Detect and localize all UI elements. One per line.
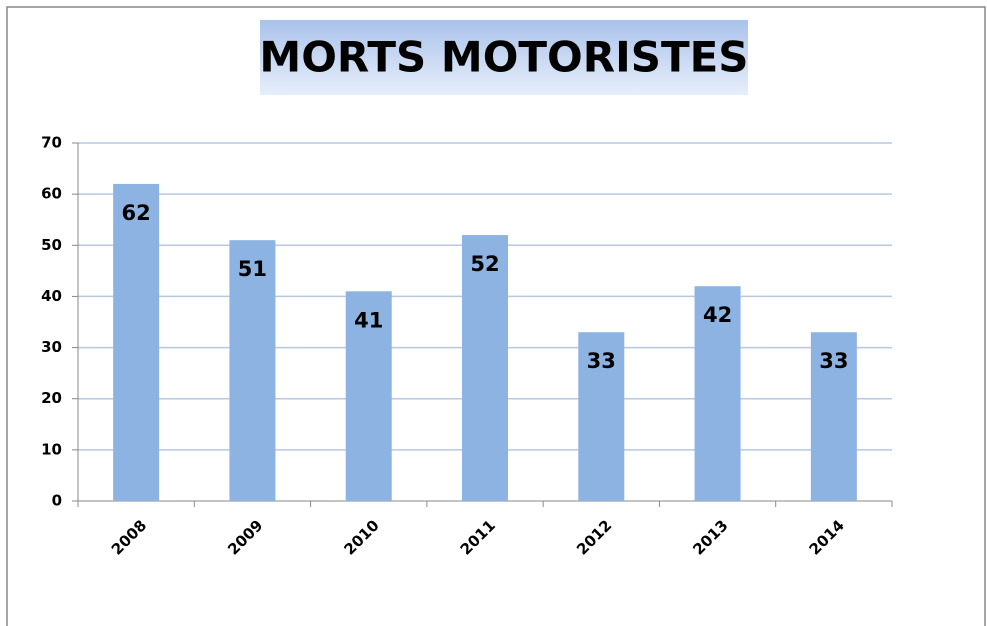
y-tick-label: 50 xyxy=(41,236,62,254)
data-label: 51 xyxy=(238,257,267,281)
y-tick-label: 60 xyxy=(41,185,62,203)
bar xyxy=(694,286,741,501)
data-label: 33 xyxy=(819,349,848,373)
bar xyxy=(345,291,392,501)
title-box xyxy=(260,20,748,95)
bar xyxy=(229,240,276,501)
data-label: 52 xyxy=(470,252,499,276)
x-tick-label: 2013 xyxy=(689,516,731,558)
y-tick-label: 30 xyxy=(41,338,62,356)
x-tick-label: 2011 xyxy=(457,516,499,558)
bar xyxy=(113,183,160,501)
data-label: 41 xyxy=(354,308,383,332)
bar xyxy=(810,332,857,501)
bar xyxy=(462,235,508,502)
bar xyxy=(578,332,625,501)
data-label: 33 xyxy=(587,349,616,373)
x-tick-label: 2012 xyxy=(573,516,615,558)
x-tick-label: 2009 xyxy=(224,516,266,558)
y-tick-label: 0 xyxy=(52,492,62,510)
x-tick-label: 2014 xyxy=(806,516,848,558)
data-label: 62 xyxy=(122,201,151,225)
frame xyxy=(6,6,986,626)
x-tick-label: 2008 xyxy=(108,516,150,558)
y-tick-label: 20 xyxy=(41,389,62,407)
x-tick-label: 2010 xyxy=(340,516,382,558)
y-tick-label: 70 xyxy=(41,134,62,152)
chart-title: MORTS MOTORISTES xyxy=(259,33,748,82)
y-tick-label: 10 xyxy=(41,440,62,458)
y-tick-label: 40 xyxy=(41,287,62,305)
data-label: 42 xyxy=(703,303,732,327)
